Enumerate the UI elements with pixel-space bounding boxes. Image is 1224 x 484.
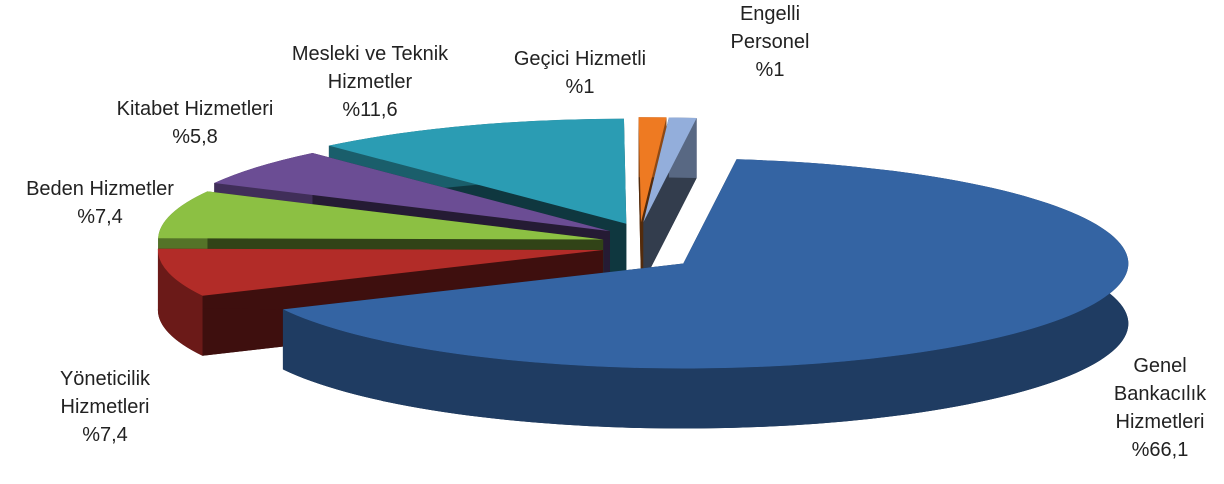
- value-label: %7,4: [77, 206, 123, 228]
- value-label: %1: [755, 59, 785, 81]
- category-name: Engelli Personel: [730, 3, 810, 53]
- slice: [643, 117, 697, 223]
- slice-label: Mesleki ve Teknik Hizmetler %11,6: [265, 40, 475, 124]
- slice: [158, 191, 604, 240]
- value-label: %66,1: [1131, 439, 1189, 461]
- slice-label: Yöneticilik Hizmetleri %7,4: [40, 365, 170, 449]
- category-name: Geçici Hizmetli: [513, 48, 647, 70]
- value-label: %1: [565, 76, 595, 98]
- slice: [282, 159, 1129, 369]
- category-name: Kitabet Hizmetleri: [116, 98, 274, 120]
- category-name: Yöneticilik Hizmetleri: [59, 368, 151, 418]
- slice: [638, 117, 667, 223]
- slice-label: Genel Bankacılık Hizmetleri %66,1: [1095, 352, 1224, 464]
- value-label: %7,4: [82, 424, 128, 446]
- slice: [328, 118, 627, 224]
- slice-side: [157, 248, 203, 356]
- value-label: %5,8: [172, 126, 218, 148]
- slice: [157, 248, 603, 296]
- slice-label: Geçici Hizmetli %1: [475, 45, 685, 101]
- slice-label: Engelli Personel %1: [710, 0, 830, 84]
- category-name: Genel Bankacılık Hizmetleri: [1113, 355, 1207, 433]
- category-name: Mesleki ve Teknik Hizmetler: [291, 43, 449, 93]
- slice-label: Kitabet Hizmetleri %5,8: [95, 95, 295, 151]
- value-label: %11,6: [342, 99, 398, 121]
- category-name: Beden Hizmetler: [26, 178, 174, 200]
- slice-label: Beden Hizmetler %7,4: [0, 175, 200, 231]
- slice: [214, 152, 610, 232]
